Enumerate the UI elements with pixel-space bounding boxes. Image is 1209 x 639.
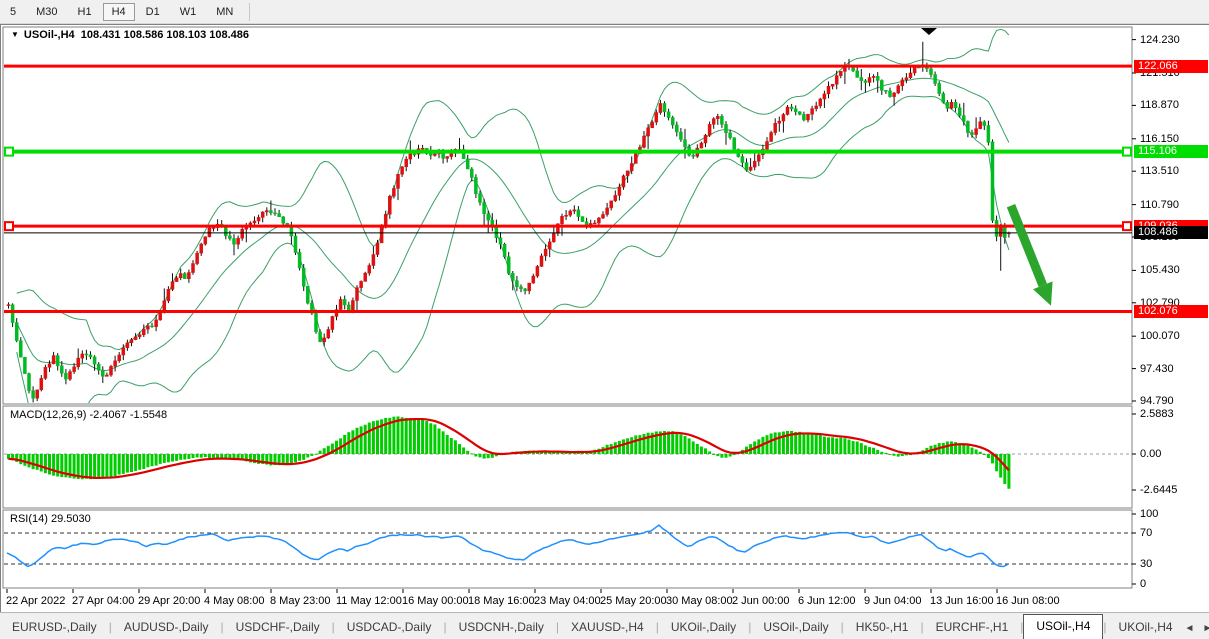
macd-signal-line [8, 417, 1010, 480]
tab-separator: | [655, 620, 659, 634]
object-marker-triangle-icon[interactable] [921, 28, 937, 35]
tab-separator: | [220, 620, 224, 634]
rsi-indicator-label: RSI(14) 29.5030 [10, 513, 91, 525]
timeframe-button-h1[interactable]: H1 [77, 5, 92, 18]
timeframe-button-mn[interactable]: MN [216, 5, 234, 18]
macd-panel[interactable] [2, 405, 1133, 509]
chart-tab-usdcad-daily[interactable]: USDCAD-,Daily [346, 620, 432, 634]
timeframe-button-5[interactable]: 5 [10, 5, 17, 18]
chart-tab-eurusd-daily[interactable]: EURUSD-,Daily [12, 620, 97, 634]
indicator-axis-tick: 0 [1140, 578, 1147, 590]
line-handle[interactable] [1122, 221, 1132, 232]
indicator-axis-tick: 70 [1140, 527, 1153, 539]
chart-tab-bar: EURUSD-,Daily | AUDUSD-,Daily | USDCHF-,Dail… [0, 612, 1209, 639]
chart-tab-usoil-h4[interactable]: USOil-,H4 [1023, 614, 1104, 639]
time-axis-label: 6 Jun 12:00 [798, 595, 856, 607]
time-axis-label: 25 May 20:00 [600, 595, 667, 607]
chart-tab-usdcnh-daily[interactable]: USDCNH-,Daily [458, 620, 544, 634]
ohlc-values: 108.431 108.586 108.103 108.486 [80, 29, 249, 41]
time-axis-label: 18 May 16:00 [468, 595, 535, 607]
chart-tab-ukoil-h4[interactable]: UKOil-,H4 [1118, 620, 1173, 634]
scroll-tabs-left-icon[interactable]: ◄ [1184, 623, 1195, 634]
price-flag-102.076: 102.076 [1134, 305, 1208, 319]
indicator-axis-tick: 2.5883 [1140, 408, 1174, 420]
chart-window: ▼ USOil-,H4 108.431 108.586 108.103 108.4… [0, 24, 1209, 613]
time-axis-label: 9 Jun 04:00 [864, 595, 922, 607]
price-axis-tick: 97.430 [1140, 362, 1174, 375]
tab-separator: | [1020, 620, 1024, 634]
trend-arrow-head[interactable] [1033, 281, 1053, 306]
collapse-chart-icon[interactable]: ▼ [11, 30, 19, 39]
price-flag-108.486: 108.486 [1134, 226, 1208, 240]
price-chart-canvas[interactable] [1, 1, 1209, 613]
symbol-timeframe-label: USOil-,H4 [23, 29, 75, 41]
chart-symbol-title: ▼ USOil-,H4 108.431 108.586 108.103 108.4… [11, 29, 249, 41]
tab-scroll-controls: ◄ ► [1185, 623, 1209, 639]
time-axis-label: 13 Jun 16:00 [930, 595, 994, 607]
tab-separator: | [840, 620, 844, 634]
chart-tab-xauusd-h4[interactable]: XAUUSD-,H4 [571, 620, 644, 634]
price-axis-tick: 105.430 [1140, 264, 1180, 277]
time-axis-label: 2 Jun 00:00 [732, 595, 790, 607]
line-handle[interactable] [1122, 146, 1132, 157]
tab-separator: | [443, 620, 447, 634]
price-axis-tick: 94.790 [1140, 395, 1174, 407]
time-axis-label: 16 Jun 08:00 [996, 595, 1060, 607]
chart-tab-hk50-h1[interactable]: HK50-,H1 [855, 620, 909, 634]
price-axis-tick: 110.790 [1140, 198, 1179, 211]
rsi-panel[interactable] [2, 509, 1133, 589]
price-flag-115.106: 115.106 [1134, 145, 1208, 159]
line-handle[interactable] [4, 221, 14, 232]
chart-tab-usdchf-daily[interactable]: USDCHF-,Daily [235, 620, 320, 634]
time-axis-label: 23 May 04:00 [534, 595, 601, 607]
tab-separator: | [748, 620, 752, 634]
indicator-axis-tick: 0.00 [1140, 448, 1162, 460]
time-axis-label: 27 Apr 04:00 [72, 595, 135, 607]
price-axis-tick: 113.510 [1140, 165, 1179, 178]
toolbar-separator [249, 2, 251, 21]
timeframe-button-h4[interactable]: H4 [102, 2, 135, 21]
chart-tab-ukoil-daily[interactable]: UKOil-,Daily [670, 620, 737, 634]
time-axis-label: 29 Apr 20:00 [138, 595, 201, 607]
price-flag-122.066: 122.066 [1134, 59, 1208, 73]
time-axis-label: 22 Apr 2022 [6, 595, 66, 607]
candles-layer [6, 41, 1011, 403]
time-axis-label: 30 May 08:00 [666, 595, 733, 607]
line-handle[interactable] [4, 146, 14, 157]
timeframe-button-m30[interactable]: M30 [36, 5, 58, 18]
tab-separator: | [108, 620, 112, 634]
main-plot-layer [6, 28, 1011, 403]
bollinger-middle-band [16, 77, 1010, 372]
indicator-axis-tick: 30 [1140, 558, 1153, 570]
time-axis-label: 4 May 08:00 [204, 595, 265, 607]
time-axis-label: 8 May 23:00 [270, 595, 331, 607]
rsi-line [6, 524, 1008, 568]
trend-arrow-shaft[interactable] [1006, 204, 1048, 287]
price-axis-tick: 116.150 [1140, 132, 1179, 145]
chart-tab-eurchf-h1[interactable]: EURCHF-,H1 [935, 620, 1009, 634]
price-axis-tick: 124.230 [1140, 33, 1180, 46]
timeframe-toolbar: 5 M30 H1 H4 D1 W1 MN [0, 0, 1209, 24]
tab-separator: | [555, 620, 560, 634]
tab-separator: | [331, 620, 335, 634]
timeframe-button-w1[interactable]: W1 [179, 5, 197, 18]
chart-tab-audusd-daily[interactable]: AUDUSD-,Daily [123, 620, 209, 634]
tab-separator: | [1103, 620, 1107, 634]
tab-separator: | [920, 620, 924, 634]
price-axis-tick: 118.870 [1140, 99, 1179, 112]
macd-indicator-label: MACD(12,26,9) -2.4067 -1.5548 [10, 409, 168, 421]
time-axis-label: 16 May 00:00 [402, 595, 469, 607]
indicator-axis-tick: -2.6445 [1140, 484, 1178, 496]
scroll-tabs-right-icon[interactable]: ► [1202, 623, 1209, 634]
timeframe-button-d1[interactable]: D1 [145, 5, 160, 18]
chart-tab-usoil-daily[interactable]: USOil-,Daily [763, 620, 829, 634]
price-axis-tick: 100.070 [1140, 330, 1180, 343]
indicator-axis-tick: 100 [1140, 508, 1159, 520]
time-axis-label: 11 May 12:00 [336, 595, 402, 607]
